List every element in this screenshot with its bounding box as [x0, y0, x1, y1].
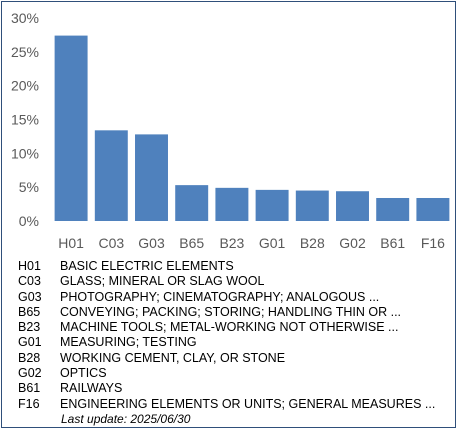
- bar-b65: [175, 185, 209, 221]
- legend-code: H01: [18, 259, 41, 273]
- y-tick-label: 20%: [11, 78, 39, 94]
- bar-g03: [135, 134, 168, 221]
- y-axis: 0% 5% 10% 15% 20% 25% 30%: [11, 10, 39, 229]
- x-tick-label: C03: [98, 235, 124, 251]
- legend-code: G01: [18, 335, 42, 350]
- bar-b23: [215, 187, 249, 221]
- bar-c03: [94, 130, 128, 221]
- x-tick-label: G01: [259, 235, 286, 251]
- legend-description: MACHINE TOOLS; METAL-WORKING NOT OTHERWI…: [60, 320, 399, 335]
- legend-description: OPTICS: [60, 366, 107, 381]
- legend-description: MEASURING; TESTING: [60, 335, 197, 350]
- legend-code: B28: [18, 350, 41, 365]
- legend-code: B23: [18, 320, 41, 335]
- legend-code: G02: [18, 366, 42, 381]
- legend-description: BASIC ELECTRIC ELEMENTS: [60, 259, 234, 273]
- bar-b28: [295, 190, 329, 221]
- x-tick-label: B28: [300, 235, 325, 251]
- x-tick-label: F16: [421, 235, 445, 251]
- y-tick-label: 10%: [11, 145, 39, 161]
- legend-row: F16 ENGINEERING ELEMENTS OR UNITS; GENER…: [18, 397, 454, 412]
- legend-row: B65 CONVEYING; PACKING; STORING; HANDLIN…: [18, 305, 454, 320]
- legend-row: B61 RAILWAYS: [18, 381, 454, 396]
- y-tick-label: 30%: [11, 10, 39, 26]
- bar-g01: [255, 189, 289, 221]
- legend-description: RAILWAYS: [60, 381, 123, 396]
- x-tick-label: B23: [219, 235, 244, 251]
- legend-row: G01 MEASURING; TESTING: [18, 335, 454, 350]
- bar-f16: [416, 197, 450, 221]
- y-tick-label: 15%: [11, 112, 39, 128]
- y-tick-label: 5%: [19, 179, 39, 195]
- x-tick-label: B61: [380, 235, 405, 251]
- legend-code: F16: [18, 396, 40, 411]
- x-tick-label: B65: [179, 235, 204, 251]
- legend-row: H01 BASIC ELECTRIC ELEMENTS: [18, 259, 454, 274]
- x-tick-label: G02: [339, 235, 366, 251]
- legend-code: C03: [18, 274, 41, 289]
- bar-h01: [54, 35, 88, 221]
- legend-description: CONVEYING; PACKING; STORING; HANDLING TH…: [60, 304, 402, 319]
- legend-row: C03 GLASS; MINERAL OR SLAG WOOL: [18, 274, 454, 289]
- legend-row: G03 PHOTOGRAPHY; CINEMATOGRAPHY; ANALOGO…: [18, 290, 454, 305]
- last-update-note: Last update: 2025/06/30: [61, 412, 191, 426]
- legend-row: B28 WORKING CEMENT, CLAY, OR STONE: [18, 351, 454, 366]
- legend-row: B23 MACHINE TOOLS; METAL-WORKING NOT OTH…: [18, 320, 454, 335]
- legend-code: G03: [18, 289, 42, 304]
- legend-code: B65: [18, 304, 41, 319]
- bars: [54, 35, 450, 221]
- category-legend: H01 BASIC ELECTRIC ELEMENTS C03 GLASS; M…: [18, 259, 454, 412]
- legend-description: WORKING CEMENT, CLAY, OR STONE: [60, 350, 286, 365]
- bar-b61: [376, 197, 410, 221]
- legend-row: G02 OPTICS: [18, 366, 454, 381]
- legend-description: ENGINEERING ELEMENTS OR UNITS; GENERAL M…: [60, 396, 436, 411]
- x-tick-label: G03: [138, 235, 165, 251]
- bar-g02: [336, 191, 369, 221]
- legend-description: PHOTOGRAPHY; CINEMATOGRAPHY; ANALOGOUS .…: [60, 289, 380, 304]
- y-tick-label: 0%: [19, 213, 39, 229]
- legend-code: B61: [18, 381, 41, 396]
- x-tick-label: H01: [58, 235, 84, 251]
- y-tick-label: 25%: [11, 44, 39, 60]
- legend-description: GLASS; MINERAL OR SLAG WOOL: [60, 274, 265, 289]
- bar-chart: 0% 5% 10% 15% 20% 25% 30% H01 C03 G03 B65 B23 G01 B2…: [11, 10, 450, 251]
- x-axis: H01 C03 G03 B65 B23 G01 B28 G02 B61 F16: [58, 235, 445, 251]
